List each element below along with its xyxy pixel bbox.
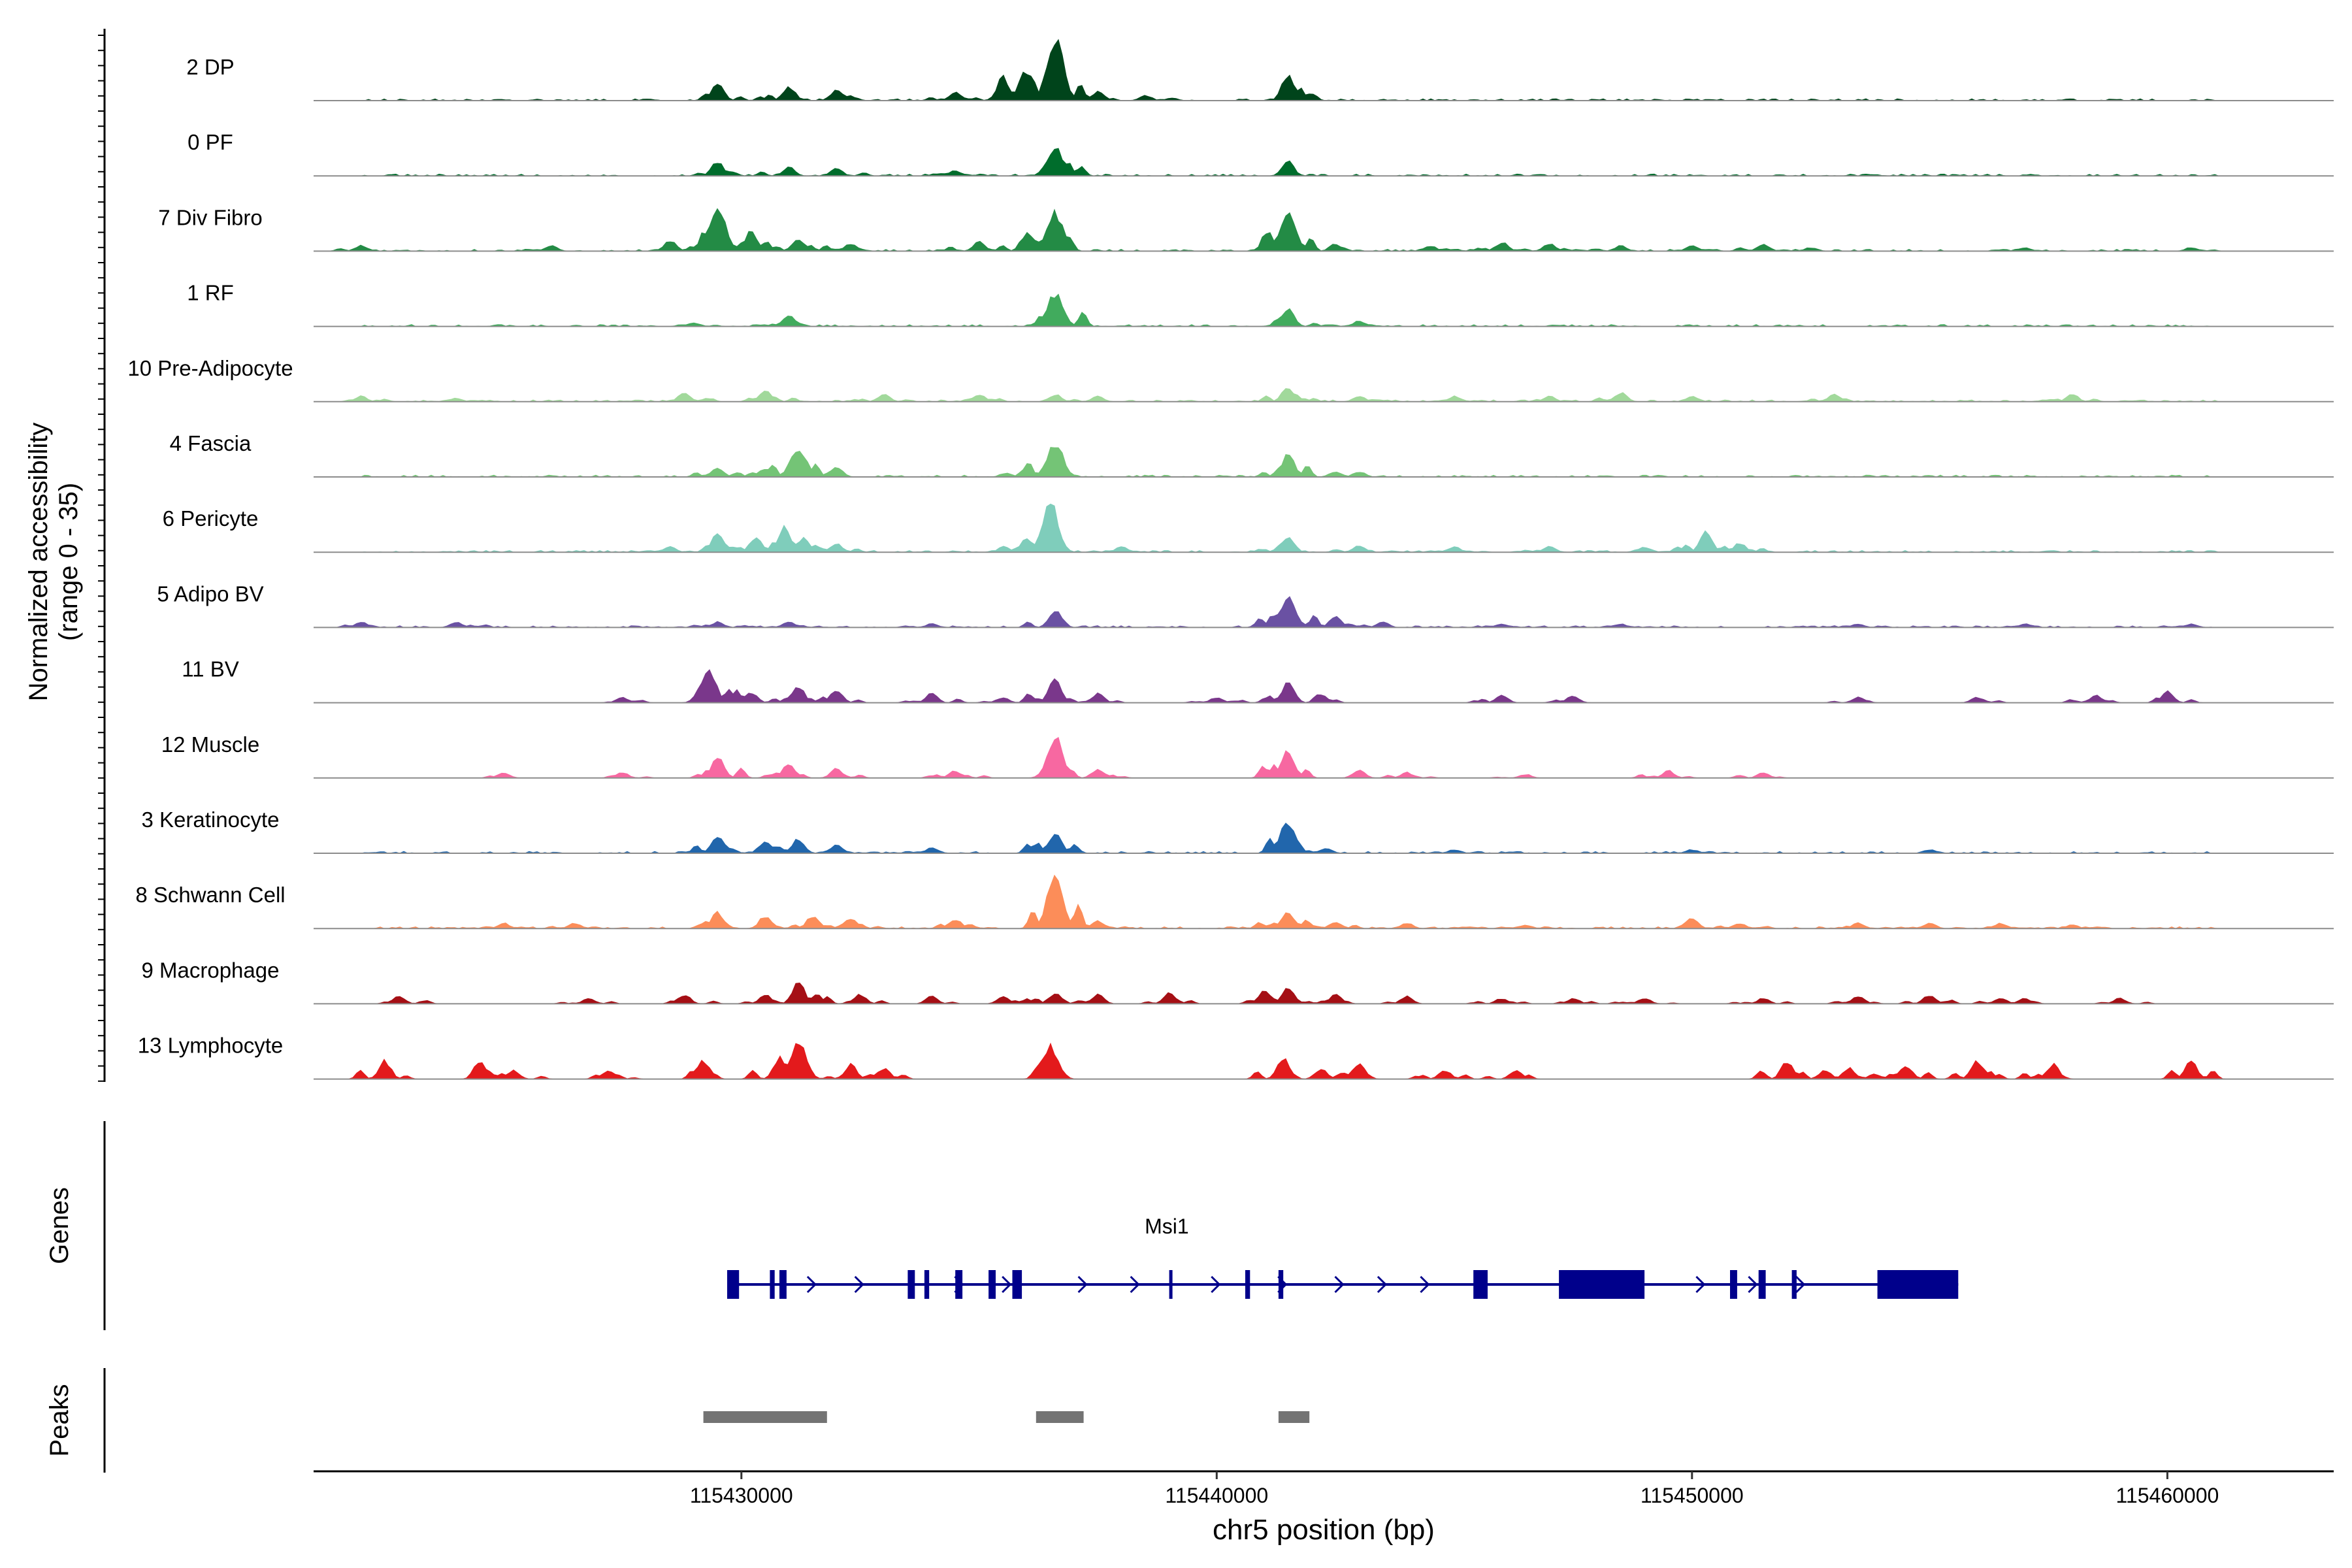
coverage-area: [314, 874, 2334, 929]
x-tick-label: 115430000: [690, 1484, 793, 1507]
gene-track: [727, 1270, 1959, 1299]
gene-exon: [1877, 1270, 1959, 1299]
track-label: 8 Schwann Cell: [135, 883, 285, 907]
track-10-pre-adipocyte: 10 Pre-Adipocyte: [127, 356, 2334, 402]
track-label: 10 Pre-Adipocyte: [127, 356, 293, 380]
track-4-fascia: 4 Fascia: [170, 431, 2334, 478]
gene-strand-arrow: [1130, 1275, 1140, 1294]
gene-exon: [1169, 1270, 1173, 1299]
gene-exon: [1245, 1270, 1250, 1299]
track-11-bv: 11 BV: [182, 657, 2334, 704]
peak-region: [1036, 1411, 1084, 1423]
gene-name-label: Msi1: [1145, 1215, 1189, 1238]
gene-exon: [924, 1270, 930, 1299]
gene-strand-arrow: [1002, 1275, 1012, 1294]
track-label: 13 Lymphocyte: [138, 1034, 284, 1058]
track-6-pericyte: 6 Pericyte: [163, 503, 2334, 553]
track-label: 4 Fascia: [170, 431, 252, 455]
track-label: 3 Keratinocyte: [142, 808, 280, 832]
track-label: 6 Pericyte: [163, 506, 259, 531]
track-label: 2 DP: [186, 55, 234, 79]
x-tick-label: 115450000: [1641, 1484, 1744, 1507]
gene-strand-arrow: [954, 1275, 964, 1294]
track-7-div-fibro: 7 Div Fibro: [158, 205, 2334, 252]
track-8-schwann-cell: 8 Schwann Cell: [135, 874, 2334, 930]
coverage-tracks: 2 DP 0 PF 7 Div Fibro 1 RF 10 Pre-Adipocyte 4…: [127, 39, 2334, 1080]
gene-strand-arrow: [1277, 1275, 1288, 1294]
gene-exon: [770, 1270, 775, 1299]
track-9-macrophage: 9 Macrophage: [142, 958, 2334, 1005]
coverage-area: [314, 208, 2334, 252]
gene-exon: [1278, 1270, 1284, 1299]
peak-region: [703, 1411, 827, 1423]
track-label: 1 RF: [187, 281, 234, 305]
gene-exon: [1473, 1270, 1488, 1299]
coverage-y-label-line1: Normalized accessibility: [24, 423, 53, 702]
track-12-muscle: 12 Muscle: [161, 732, 2334, 779]
coverage-y-label-line2: (range 0 - 35): [54, 483, 83, 641]
gene-strand-arrow: [1334, 1275, 1345, 1294]
coverage-y-axis: [98, 29, 106, 1082]
track-label: 7 Div Fibro: [158, 205, 263, 229]
x-tick-label: 115460000: [2116, 1484, 2219, 1507]
gene-exon: [988, 1270, 996, 1299]
gene-strand-arrow: [1795, 1275, 1806, 1294]
track-0-pf: 0 PF: [188, 130, 2334, 177]
gene-strand-arrow: [1420, 1275, 1430, 1294]
track-label: 9 Macrophage: [142, 958, 280, 982]
gene-strand-arrow: [854, 1275, 864, 1294]
gene-strand-arrow: [1748, 1275, 1758, 1294]
gene-exon: [907, 1270, 915, 1299]
peaks-label: Peaks: [45, 1384, 74, 1456]
track-3-keratinocyte: 3 Keratinocyte: [142, 808, 2334, 854]
track-2-dp: 2 DP: [186, 39, 2334, 101]
gene-exon: [1559, 1270, 1645, 1299]
gene-exon: [1758, 1270, 1766, 1299]
genes-label: Genes: [45, 1187, 74, 1264]
track-label: 5 Adipo BV: [157, 581, 263, 606]
gene-strand-arrow: [730, 1275, 741, 1294]
x-tick-label: 115440000: [1165, 1484, 1268, 1507]
track-1-rf: 1 RF: [187, 281, 2334, 327]
gene-strand-arrow: [1377, 1275, 1388, 1294]
gene-strand-arrow: [1211, 1275, 1221, 1294]
x-axis-ticks: 115430000 115440000 115450000 115460000: [690, 1471, 2219, 1507]
coverage-area: [314, 388, 2334, 402]
gene-exon: [779, 1270, 787, 1299]
track-5-adipo-bv: 5 Adipo BV: [157, 581, 2334, 629]
gene-strand-arrow: [806, 1275, 817, 1294]
gene-strand-arrow: [1077, 1275, 1088, 1294]
gene-exon: [1791, 1270, 1797, 1299]
track-label: 11 BV: [182, 657, 238, 681]
x-axis-label: chr5 position (bp): [1213, 1514, 1435, 1546]
track-13-lymphocyte: 13 Lymphocyte: [138, 1034, 2334, 1080]
gene-exon: [1012, 1270, 1022, 1299]
gene-exon: [1730, 1270, 1737, 1299]
peak-track: [703, 1411, 1310, 1423]
track-label: 12 Muscle: [161, 732, 259, 757]
gene-exon: [955, 1270, 963, 1299]
gene-exon: [727, 1270, 740, 1299]
track-label: 0 PF: [188, 130, 233, 154]
gene-strand-arrow: [1695, 1275, 1706, 1294]
peak-region: [1278, 1411, 1310, 1423]
